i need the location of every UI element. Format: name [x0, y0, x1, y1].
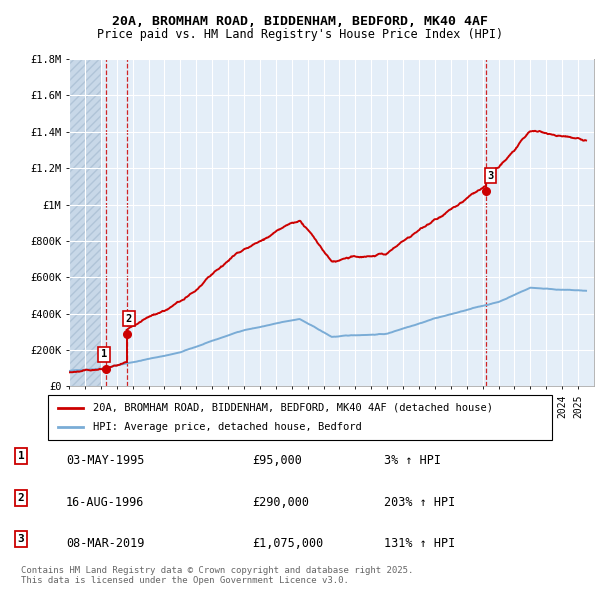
FancyBboxPatch shape — [48, 395, 552, 440]
Text: 2: 2 — [17, 493, 25, 503]
Text: £290,000: £290,000 — [252, 496, 309, 509]
Text: 2: 2 — [126, 314, 132, 324]
Text: £1,075,000: £1,075,000 — [252, 537, 323, 550]
Text: 20A, BROMHAM ROAD, BIDDENHAM, BEDFORD, MK40 4AF: 20A, BROMHAM ROAD, BIDDENHAM, BEDFORD, M… — [112, 15, 488, 28]
Bar — [69, 59, 101, 386]
Text: 1: 1 — [101, 349, 107, 359]
Text: 20A, BROMHAM ROAD, BIDDENHAM, BEDFORD, MK40 4AF (detached house): 20A, BROMHAM ROAD, BIDDENHAM, BEDFORD, M… — [94, 403, 493, 412]
Text: Contains HM Land Registry data © Crown copyright and database right 2025.
This d: Contains HM Land Registry data © Crown c… — [21, 566, 413, 585]
Text: 3: 3 — [17, 534, 25, 544]
Text: 131% ↑ HPI: 131% ↑ HPI — [384, 537, 455, 550]
Text: Price paid vs. HM Land Registry's House Price Index (HPI): Price paid vs. HM Land Registry's House … — [97, 28, 503, 41]
Text: HPI: Average price, detached house, Bedford: HPI: Average price, detached house, Bedf… — [94, 422, 362, 432]
Text: 3: 3 — [487, 171, 493, 181]
Text: 16-AUG-1996: 16-AUG-1996 — [66, 496, 145, 509]
Text: 3% ↑ HPI: 3% ↑ HPI — [384, 454, 441, 467]
Text: 03-MAY-1995: 03-MAY-1995 — [66, 454, 145, 467]
Text: 1: 1 — [17, 451, 25, 461]
Text: 203% ↑ HPI: 203% ↑ HPI — [384, 496, 455, 509]
Text: 08-MAR-2019: 08-MAR-2019 — [66, 537, 145, 550]
Text: £95,000: £95,000 — [252, 454, 302, 467]
